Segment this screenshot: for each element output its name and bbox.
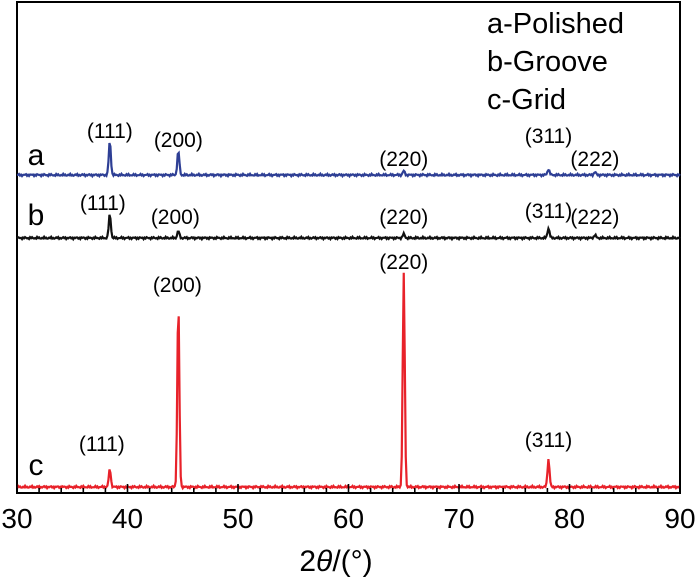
x-tick-label-90: 90 bbox=[664, 503, 695, 534]
x-tick-label-30: 30 bbox=[1, 503, 32, 534]
peak-label-c-220: (220) bbox=[379, 251, 428, 274]
x-tick-label-80: 80 bbox=[554, 503, 585, 534]
trace-label-a: a bbox=[28, 139, 45, 172]
peak-label-c-311: (311) bbox=[525, 429, 572, 452]
x-tick-label-50: 50 bbox=[222, 503, 253, 534]
peak-label-a-222: (222) bbox=[570, 148, 619, 171]
peak-label-b-200: (200) bbox=[151, 206, 200, 229]
legend-entry-c: c-Grid bbox=[487, 84, 566, 116]
x-axis: 30 40 50 60 70 80 90 bbox=[1, 484, 696, 534]
peak-label-c-200: (200) bbox=[153, 274, 202, 297]
x-tick-label-70: 70 bbox=[443, 503, 474, 534]
x-axis-label: 2θ/(°) bbox=[299, 545, 372, 578]
legend: a-Polished b-Groove c-Grid bbox=[487, 8, 624, 116]
legend-entry-b: b-Groove bbox=[487, 46, 608, 78]
peak-label-a-111: (111) bbox=[87, 120, 133, 143]
trace-label-c: c bbox=[29, 449, 44, 482]
x-tick-label-60: 60 bbox=[333, 503, 364, 534]
peak-label-b-220: (220) bbox=[379, 206, 428, 229]
trace-label-b: b bbox=[28, 199, 45, 232]
peak-label-a-311: (311) bbox=[525, 125, 572, 148]
peak-labels: (111) (200)(220)(311)(222)(111)(200) (220)… bbox=[79, 120, 620, 456]
peak-label-c-111: (111) bbox=[79, 433, 125, 456]
peak-label-a-220: (220) bbox=[379, 148, 428, 171]
trace-labels: ab c bbox=[28, 139, 45, 482]
trace-b-line bbox=[16, 214, 681, 242]
peak-label-a-200: (200) bbox=[154, 129, 203, 152]
peak-label-b-222: (222) bbox=[570, 206, 619, 229]
x-tick-label-40: 40 bbox=[112, 503, 143, 534]
peak-label-b-111: (111) bbox=[80, 192, 126, 215]
legend-entry-a: a-Polished bbox=[487, 8, 624, 40]
trace-a-line bbox=[16, 142, 681, 179]
peak-label-b-311: (311) bbox=[525, 200, 572, 223]
